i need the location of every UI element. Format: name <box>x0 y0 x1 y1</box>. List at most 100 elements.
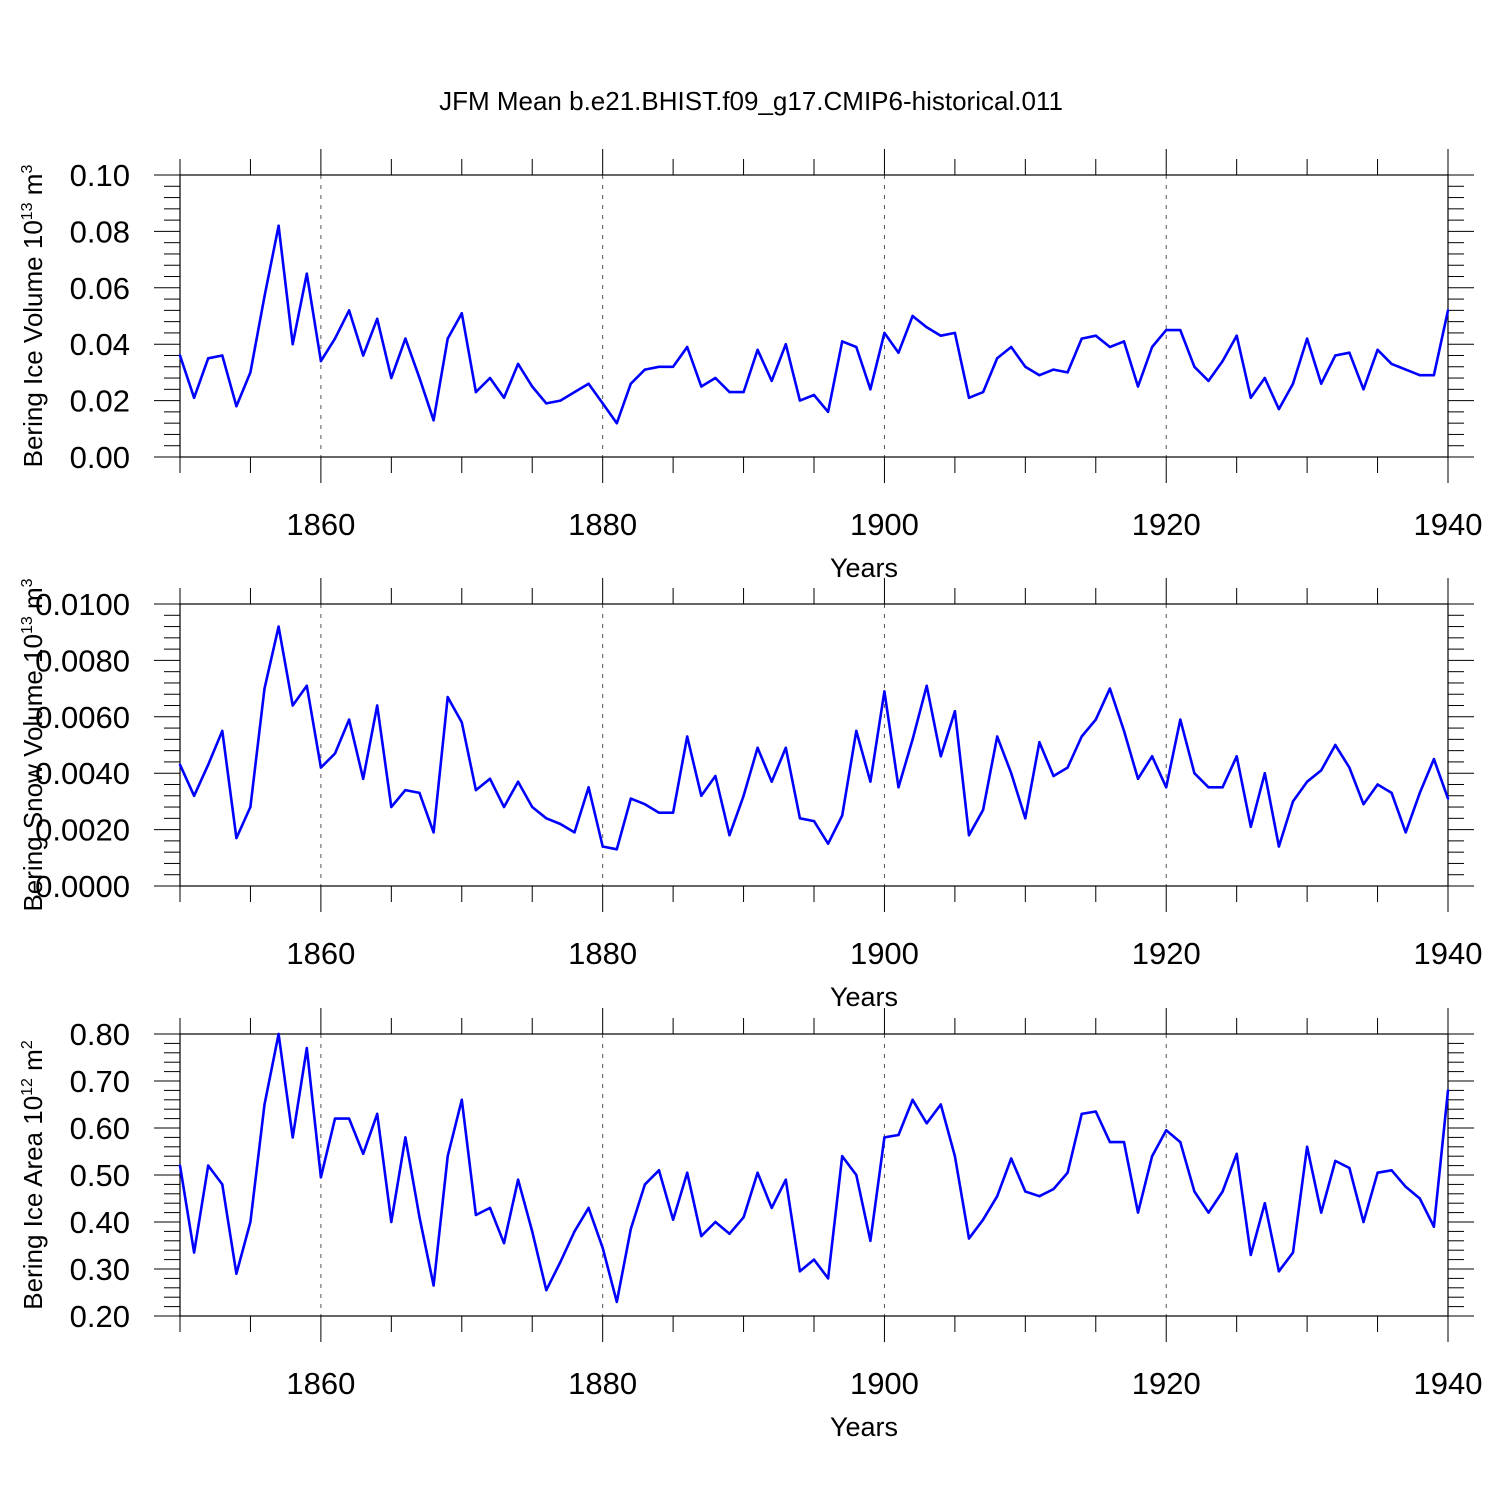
data-point <box>1150 755 1154 758</box>
y-tick-label: 0.20 <box>70 1299 130 1334</box>
data-point <box>1052 368 1055 371</box>
data-point <box>629 1227 633 1231</box>
data-point <box>629 797 633 800</box>
data-point <box>1418 1197 1422 1200</box>
data-point <box>206 1164 210 1167</box>
data-point <box>798 817 802 820</box>
data-point <box>1390 791 1393 795</box>
data-point <box>657 365 661 368</box>
x-axis-label: Years <box>830 553 898 583</box>
data-point <box>826 842 830 845</box>
data-point <box>995 357 999 360</box>
data-point <box>178 763 182 766</box>
data-point <box>404 788 407 792</box>
data-point <box>390 805 393 809</box>
data-point <box>418 791 421 795</box>
data-point <box>1038 740 1041 744</box>
data-point <box>1446 309 1450 312</box>
data-point <box>671 811 675 814</box>
data-point <box>1263 376 1267 380</box>
data-point <box>545 402 548 405</box>
y-tick-label: 0.60 <box>70 1111 130 1146</box>
data-point <box>446 1155 449 1158</box>
data-point <box>1080 337 1083 340</box>
data-point <box>967 834 971 837</box>
data-point <box>502 805 506 809</box>
y-tick-label: 0.30 <box>70 1252 130 1287</box>
x-axis-label: Years <box>830 982 898 1012</box>
x-tick-label: 1900 <box>850 1366 919 1401</box>
data-point <box>1010 772 1013 775</box>
data-point <box>488 376 492 380</box>
data-point <box>953 331 957 335</box>
data-point <box>418 1216 421 1219</box>
data-point <box>531 1230 534 1233</box>
data-point <box>291 704 294 707</box>
x-tick-label: 1940 <box>1414 936 1483 971</box>
data-point <box>925 684 928 687</box>
data-point <box>714 1220 717 1224</box>
data-point <box>1320 769 1323 772</box>
y-tick-label: 0.80 <box>70 1017 130 1052</box>
data-point <box>488 777 492 781</box>
data-point <box>249 371 252 374</box>
data-point <box>1066 371 1069 374</box>
data-point <box>883 331 886 335</box>
data-point <box>1320 382 1323 385</box>
data-point <box>671 1218 675 1221</box>
chart-title: JFM Mean b.e21.BHIST.f09_g17.CMIP6-histo… <box>439 86 1063 116</box>
plot-frame <box>179 1033 1449 1317</box>
data-point <box>474 390 478 394</box>
data-point <box>742 390 745 394</box>
data-point <box>897 786 900 789</box>
data-point <box>1150 345 1154 349</box>
data-point <box>178 1164 182 1167</box>
data-point <box>1320 1211 1323 1214</box>
data-point <box>1348 766 1351 769</box>
data-point <box>700 385 703 388</box>
data-point <box>1207 379 1210 383</box>
data-point <box>1193 1190 1196 1193</box>
x-tick-label: 1880 <box>568 1366 637 1401</box>
data-point <box>1418 374 1422 377</box>
data-point <box>911 1098 914 1102</box>
data-point <box>305 684 308 687</box>
y-tick-label: 0.0020 <box>35 813 130 848</box>
data-point <box>1038 1194 1041 1198</box>
y-tick-label: 0.04 <box>70 327 130 362</box>
data-point <box>249 805 252 809</box>
data-point <box>277 224 280 227</box>
data-point <box>446 695 449 699</box>
data-point <box>812 819 816 823</box>
y-axis-label: Bering Ice Volume 1013 m3 <box>18 165 48 468</box>
data-point <box>1136 385 1140 388</box>
data-point <box>573 831 576 834</box>
data-point <box>1024 817 1027 820</box>
y-axis-label: Bering Snow Volume 1013 m3 <box>18 578 48 911</box>
data-point <box>629 382 633 385</box>
data-point <box>446 337 449 340</box>
data-point <box>1207 1211 1210 1214</box>
data-point <box>1108 687 1112 690</box>
data-point <box>671 365 675 368</box>
data-point <box>925 326 928 329</box>
data-point <box>1334 743 1337 747</box>
x-tick-label: 1920 <box>1132 1366 1201 1401</box>
data-point <box>1080 1112 1083 1116</box>
data-point <box>953 1155 957 1158</box>
series-line <box>178 1032 1450 1304</box>
data-point <box>700 794 703 797</box>
data-point <box>460 1098 463 1102</box>
data-point <box>1291 382 1295 385</box>
data-point <box>1165 328 1168 332</box>
data-point <box>714 376 717 380</box>
data-point <box>545 817 548 820</box>
x-tick-label: 1920 <box>1132 507 1201 542</box>
data-point <box>1446 797 1450 800</box>
data-point <box>1221 1190 1224 1193</box>
data-point <box>981 390 985 394</box>
data-point <box>840 340 844 343</box>
data-point <box>1193 772 1196 775</box>
data-point <box>615 1300 618 1304</box>
